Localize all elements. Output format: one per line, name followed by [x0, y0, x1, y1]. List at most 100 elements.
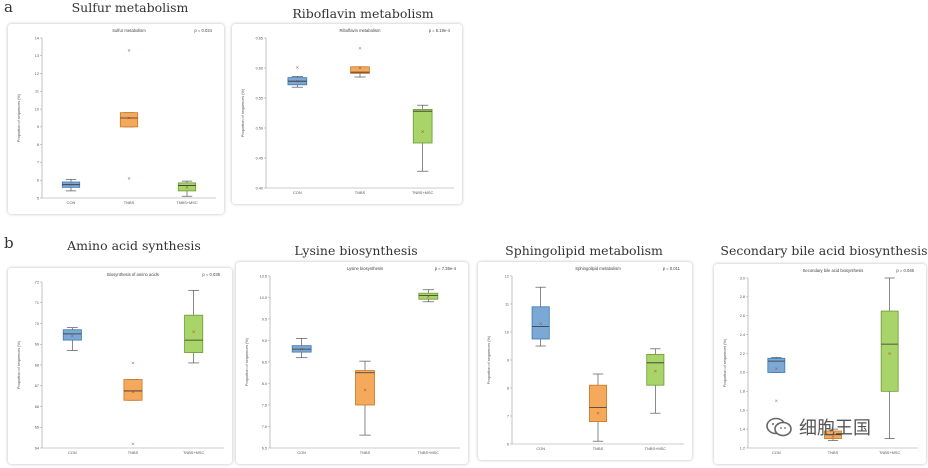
chart-subtitle: Riboflavin metabolism	[340, 28, 381, 33]
p-value-label: p = 0.035	[202, 272, 220, 277]
y-tick-label: 7.0	[262, 425, 267, 429]
chart-card-lysine: Lysine biosynthesis p = 7.35e-4 6.5 7.0 7.5 8…	[236, 262, 468, 464]
chart-subtitle: Sulfur metabolism	[112, 28, 146, 33]
y-tick-label: 0.55	[256, 96, 263, 100]
box-tnbs	[350, 66, 370, 74]
x-tick-label: TNBS	[128, 450, 139, 455]
y-tick-label: 14	[35, 36, 39, 40]
box-con	[531, 306, 550, 340]
box-con	[767, 357, 786, 373]
y-tick-label: 8.0	[262, 382, 267, 386]
y-tick-label: 7	[37, 161, 39, 165]
y-tick-label: 10	[505, 330, 509, 334]
box-tnbs	[589, 384, 608, 422]
y-tick-label: 1.8	[740, 390, 745, 394]
box-tnbs	[123, 379, 143, 401]
x-tick-label: CON	[536, 446, 545, 451]
y-tick-label: 71	[35, 301, 39, 305]
chart-card-sphingolipid: Sphingolipid metabolism p = 0.011 6 7 8 9 10 11…	[478, 262, 692, 460]
y-tick-label: 2.0	[740, 371, 745, 375]
y-tick-label: 66	[35, 405, 39, 409]
p-value-label: p = 5.19e-4	[429, 28, 451, 33]
y-tick-label: 1.6	[740, 409, 745, 413]
y-tick-label: 67	[35, 384, 39, 388]
chart-title-riboflavin: Riboflavin metabolism	[292, 6, 434, 21]
mean-marker	[363, 388, 367, 392]
mean-marker	[421, 130, 425, 133]
chart-subtitle: Lysine biosynthesis	[347, 266, 383, 271]
y-tick-label: 3.0	[740, 276, 745, 280]
y-tick-label: 12	[505, 274, 509, 278]
y-tick-label: 69	[35, 343, 39, 347]
y-tick-label: 12	[35, 72, 39, 76]
chart-title-bile-acid: Secondary bile acid biosynthesis	[720, 243, 928, 258]
y-axis-label: Proportion of sequences (%)	[17, 93, 21, 142]
box-tnbs-msc	[412, 109, 433, 144]
x-tick-label: TNBS	[124, 200, 135, 205]
y-tick-label: 0.40	[256, 186, 263, 190]
p-value-label: p = 7.35e-4	[435, 266, 457, 271]
mean-marker	[295, 79, 299, 83]
chart-riboflavin-metabolism: Riboflavin metabolism p = 5.19e-4 0.40 0.45…	[241, 28, 454, 195]
x-tick-label: TNBS+MSC	[645, 446, 666, 451]
x-tick-label: TNBS	[360, 450, 371, 455]
wechat-logo-icon	[766, 417, 792, 437]
outlier-point	[296, 66, 299, 69]
mean-marker	[185, 185, 189, 189]
y-tick-label: 10.5	[260, 274, 267, 278]
x-tick-label: CON	[293, 190, 302, 195]
mean-marker	[192, 330, 196, 334]
chart-card-sulfur: Sulfur metabolism p = 0.024 5 6 7 8 9 10 11 12 13 1…	[8, 24, 224, 214]
mean-marker	[300, 347, 304, 351]
box-tnbs-msc	[418, 292, 439, 300]
chart-amino-acid-synthesis: Biosynthesis of amino acids p = 0.035 64 65…	[17, 272, 224, 455]
y-axis-label: Proportion of sequences (%)	[723, 338, 727, 387]
y-tick-label: 64	[35, 446, 39, 450]
y-tick-label: 10	[35, 107, 39, 111]
x-tick-label: TNBS+MSC	[879, 450, 900, 455]
chart-subtitle: Biosynthesis of amino acids	[107, 272, 159, 277]
y-tick-label: 6.5	[262, 446, 267, 450]
y-tick-label: 9.0	[262, 339, 267, 343]
y-tick-label: 68	[35, 363, 39, 367]
y-tick-label: 9.5	[262, 317, 267, 321]
x-tick-label: TNBS	[593, 446, 604, 451]
watermark-text: 细胞王国	[799, 418, 871, 439]
y-tick-label: 65	[35, 426, 39, 430]
box-tnbs	[119, 112, 139, 128]
panel-label-a: a	[4, 0, 13, 16]
chart-card-riboflavin: Riboflavin metabolism p = 5.19e-4 0.40 0.45…	[232, 24, 462, 204]
y-tick-label: 7.5	[262, 403, 267, 407]
mean-marker	[539, 322, 543, 325]
outlier-point	[775, 399, 778, 403]
outlier-point	[358, 46, 362, 50]
y-tick-label: 9	[507, 358, 509, 362]
y-tick-label: 11	[35, 90, 39, 94]
mean-marker	[831, 435, 835, 439]
y-tick-label: 0.65	[256, 36, 263, 40]
mean-marker	[774, 367, 778, 371]
box-tnbs-msc	[184, 314, 204, 353]
y-tick-label: 13	[35, 54, 39, 58]
mean-marker	[70, 334, 74, 338]
y-axis-label: Proportion of sequences (%)	[241, 88, 245, 137]
y-tick-label: 1.4	[740, 427, 745, 431]
panel-label-b: b	[4, 234, 14, 252]
x-tick-label: TNBS+MSC	[412, 190, 433, 195]
mean-marker	[426, 295, 430, 299]
x-tick-label: TNBS+MSC	[418, 450, 439, 455]
y-tick-label: 7	[507, 414, 509, 418]
mean-marker	[127, 116, 131, 120]
chart-card-amino-acid: Biosynthesis of amino acids p = 0.035 64 65…	[8, 268, 232, 464]
watermark: 细胞王国	[765, 414, 871, 440]
x-tick-label: TNBS+MSC	[176, 200, 197, 205]
x-tick-label: TNBS	[828, 450, 839, 455]
mean-marker	[358, 66, 362, 70]
box-tnbs	[355, 370, 375, 406]
y-axis-label: Proportion of sequences (%)	[17, 340, 21, 389]
chart-sphingolipid-metabolism: Sphingolipid metabolism p = 0.011 6 7 8 9 10 11…	[487, 266, 684, 451]
y-tick-label: 0.50	[256, 126, 263, 130]
chart-title-sulfur: Sulfur metabolism	[71, 0, 189, 15]
p-value-label: p = 0.024	[194, 28, 212, 33]
y-tick-label: 6	[507, 442, 509, 446]
